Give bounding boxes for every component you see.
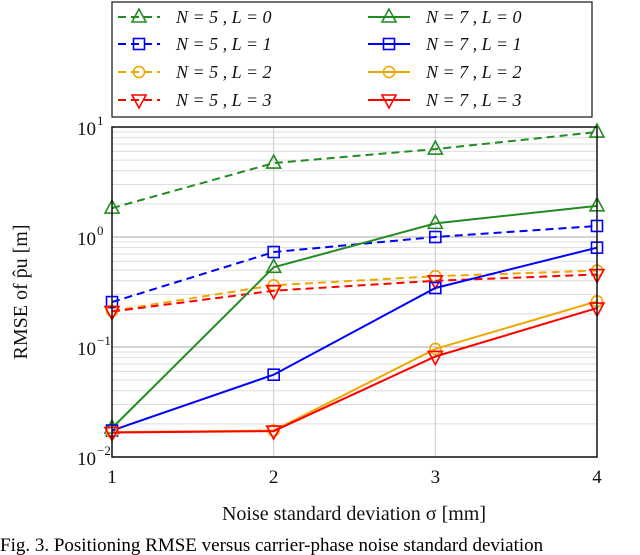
marker-circle (132, 65, 146, 79)
series-n-7-l-2 (105, 295, 604, 439)
marker-circle (429, 342, 442, 356)
marker-triangle-down (130, 94, 148, 110)
marker-triangle-down (265, 284, 283, 301)
marker-square (429, 281, 442, 295)
marker-triangle-up (265, 153, 283, 169)
series-n-7-l-0 (103, 196, 606, 434)
marker-square (132, 37, 146, 51)
y-axis-label: RMSE of p̂u [m] (10, 225, 32, 360)
y-tick-exponent: −2 (97, 443, 111, 458)
series-line (111, 269, 598, 312)
marker-square (267, 245, 280, 259)
legend-entry: N = 7 , L = 0 (368, 7, 521, 27)
series-n-7-l-1 (105, 241, 604, 437)
marker-triangle-up (426, 139, 444, 155)
y-tick-label: 10 (77, 119, 96, 140)
y-tick-label: 10 (77, 449, 96, 470)
y-tick-exponent: −1 (97, 333, 111, 348)
y-tick-label: 10 (77, 229, 96, 250)
legend-label: N = 7 , L = 2 (425, 62, 521, 82)
series-line (111, 246, 598, 432)
marker-square (429, 230, 442, 244)
series-line (111, 204, 598, 429)
series-line (111, 273, 598, 313)
legend-entry: N = 5 , L = 3 (118, 90, 271, 110)
series-n-5-l-2 (105, 264, 604, 318)
x-tick-label: 4 (592, 467, 602, 488)
y-tick-label: 10 (77, 339, 96, 360)
marker-triangle-up (265, 257, 283, 274)
x-tick-label: 2 (269, 467, 279, 488)
plot-frame (111, 126, 598, 458)
legend-label: N = 5 , L = 3 (175, 90, 271, 110)
legend-label: N = 5 , L = 0 (175, 7, 271, 27)
y-tick-exponent: 1 (97, 113, 104, 128)
marker-triangle-up (130, 7, 148, 23)
legend-label: N = 7 , L = 0 (425, 7, 521, 27)
legend-entry: N = 5 , L = 0 (118, 7, 271, 27)
x-tick-label: 1 (107, 467, 117, 488)
legend-entry: N = 7 , L = 1 (368, 34, 521, 54)
legend-entry: N = 5 , L = 2 (118, 62, 271, 82)
legend-label: N = 5 , L = 2 (175, 62, 271, 82)
legend-label: N = 7 , L = 1 (425, 34, 521, 54)
series-line (111, 307, 598, 434)
legend-entry: N = 5 , L = 1 (118, 34, 271, 54)
marker-triangle-down (426, 350, 444, 367)
y-tick-exponent: 0 (97, 223, 104, 238)
legend-label: N = 7 , L = 3 (425, 90, 521, 110)
marker-triangle-down (265, 425, 283, 441)
marker-circle (382, 65, 396, 79)
figure-caption: Fig. 3. Positioning RMSE versus carrier-… (0, 535, 544, 555)
marker-triangle-down (380, 94, 398, 110)
legend-entry: N = 7 , L = 3 (368, 90, 521, 110)
legend: N = 5 , L = 0 N = 7 , L = 0 N = 5 , L = 1 N… (111, 1, 593, 118)
x-tick-label: 3 (431, 467, 441, 488)
marker-square (267, 368, 280, 381)
legend-entry: N = 7 , L = 2 (368, 62, 521, 82)
series-lines (103, 122, 606, 443)
x-axis-label: Noise standard deviation σ [mm] (222, 503, 486, 525)
marker-triangle-up (380, 7, 398, 23)
marker-square (382, 37, 396, 51)
series-line (111, 131, 598, 210)
legend-label: N = 5 , L = 1 (175, 34, 271, 54)
grid (111, 127, 598, 458)
marker-triangle-up (426, 213, 444, 230)
series-line (111, 300, 598, 434)
